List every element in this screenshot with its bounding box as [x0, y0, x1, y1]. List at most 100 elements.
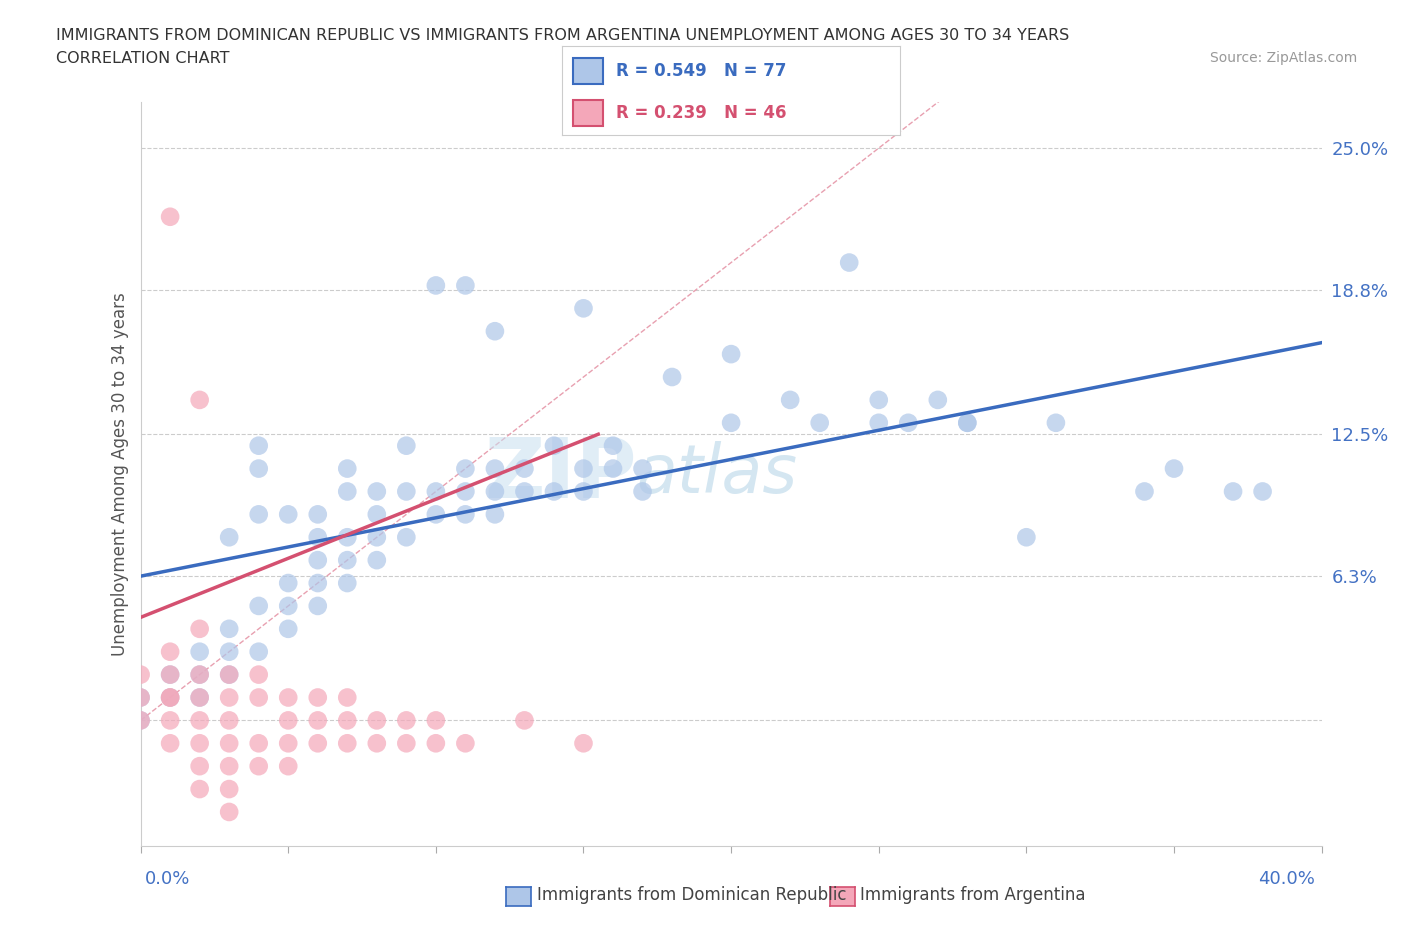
Point: [188, 644, 211, 659]
Text: 40.0%: 40.0%: [1258, 870, 1315, 888]
Point: [247, 507, 270, 522]
Point: [602, 461, 624, 476]
FancyBboxPatch shape: [572, 100, 603, 126]
Text: Source: ZipAtlas.com: Source: ZipAtlas.com: [1209, 51, 1357, 65]
Y-axis label: Unemployment Among Ages 30 to 34 years: Unemployment Among Ages 30 to 34 years: [111, 292, 129, 657]
Point: [159, 690, 181, 705]
Text: R = 0.239   N = 46: R = 0.239 N = 46: [616, 104, 787, 122]
Point: [307, 552, 329, 567]
Point: [720, 416, 742, 431]
Point: [336, 461, 359, 476]
Point: [218, 759, 240, 774]
Point: [159, 736, 181, 751]
Point: [277, 507, 299, 522]
Point: [277, 690, 299, 705]
Point: [188, 667, 211, 682]
Point: [307, 713, 329, 728]
Point: [188, 392, 211, 407]
Point: [838, 255, 860, 270]
Point: [572, 301, 595, 316]
Point: [484, 507, 506, 522]
Point: [425, 507, 447, 522]
Point: [336, 713, 359, 728]
Point: [129, 713, 152, 728]
Point: [1251, 484, 1274, 498]
Point: [513, 713, 536, 728]
Text: 0.0%: 0.0%: [145, 870, 190, 888]
Point: [454, 278, 477, 293]
Point: [247, 667, 270, 682]
Point: [543, 484, 565, 498]
Point: [425, 484, 447, 498]
Point: [631, 461, 654, 476]
Point: [159, 690, 181, 705]
Point: [572, 736, 595, 751]
Point: [247, 736, 270, 751]
Point: [218, 736, 240, 751]
Point: [484, 324, 506, 339]
Point: [129, 690, 152, 705]
Point: [218, 530, 240, 545]
Point: [307, 507, 329, 522]
Point: [218, 690, 240, 705]
Point: [218, 781, 240, 796]
Point: [602, 438, 624, 453]
Point: [159, 690, 181, 705]
Point: [247, 690, 270, 705]
Point: [366, 507, 388, 522]
Point: [247, 461, 270, 476]
Point: [218, 621, 240, 636]
Point: [247, 759, 270, 774]
FancyBboxPatch shape: [572, 58, 603, 85]
Point: [366, 530, 388, 545]
Point: [425, 736, 447, 751]
Point: [395, 484, 418, 498]
Point: [454, 507, 477, 522]
Point: [277, 759, 299, 774]
Point: [395, 438, 418, 453]
Point: [897, 416, 920, 431]
Point: [277, 713, 299, 728]
Text: ZIP: ZIP: [484, 433, 637, 515]
Point: [159, 667, 181, 682]
Point: [247, 644, 270, 659]
Point: [395, 736, 418, 751]
Point: [779, 392, 801, 407]
Point: [484, 484, 506, 498]
Point: [631, 484, 654, 498]
Point: [513, 461, 536, 476]
Point: [247, 599, 270, 614]
Point: [188, 667, 211, 682]
Point: [572, 461, 595, 476]
Text: Immigrants from Dominican Republic: Immigrants from Dominican Republic: [537, 885, 846, 904]
Point: [188, 736, 211, 751]
Point: [129, 690, 152, 705]
Point: [808, 416, 831, 431]
Point: [218, 667, 240, 682]
Point: [277, 599, 299, 614]
Text: atlas: atlas: [637, 442, 797, 507]
Point: [159, 644, 181, 659]
Point: [188, 690, 211, 705]
Point: [543, 438, 565, 453]
Point: [425, 278, 447, 293]
Point: [454, 736, 477, 751]
Point: [218, 804, 240, 819]
Point: [572, 484, 595, 498]
Point: [366, 736, 388, 751]
Point: [307, 576, 329, 591]
Point: [307, 530, 329, 545]
Point: [956, 416, 979, 431]
Text: CORRELATION CHART: CORRELATION CHART: [56, 51, 229, 66]
Point: [188, 690, 211, 705]
Point: [277, 736, 299, 751]
Point: [159, 667, 181, 682]
Point: [425, 713, 447, 728]
Point: [1015, 530, 1038, 545]
Point: [395, 530, 418, 545]
Point: [366, 713, 388, 728]
Point: [247, 438, 270, 453]
Point: [277, 621, 299, 636]
Point: [218, 667, 240, 682]
Point: [307, 690, 329, 705]
